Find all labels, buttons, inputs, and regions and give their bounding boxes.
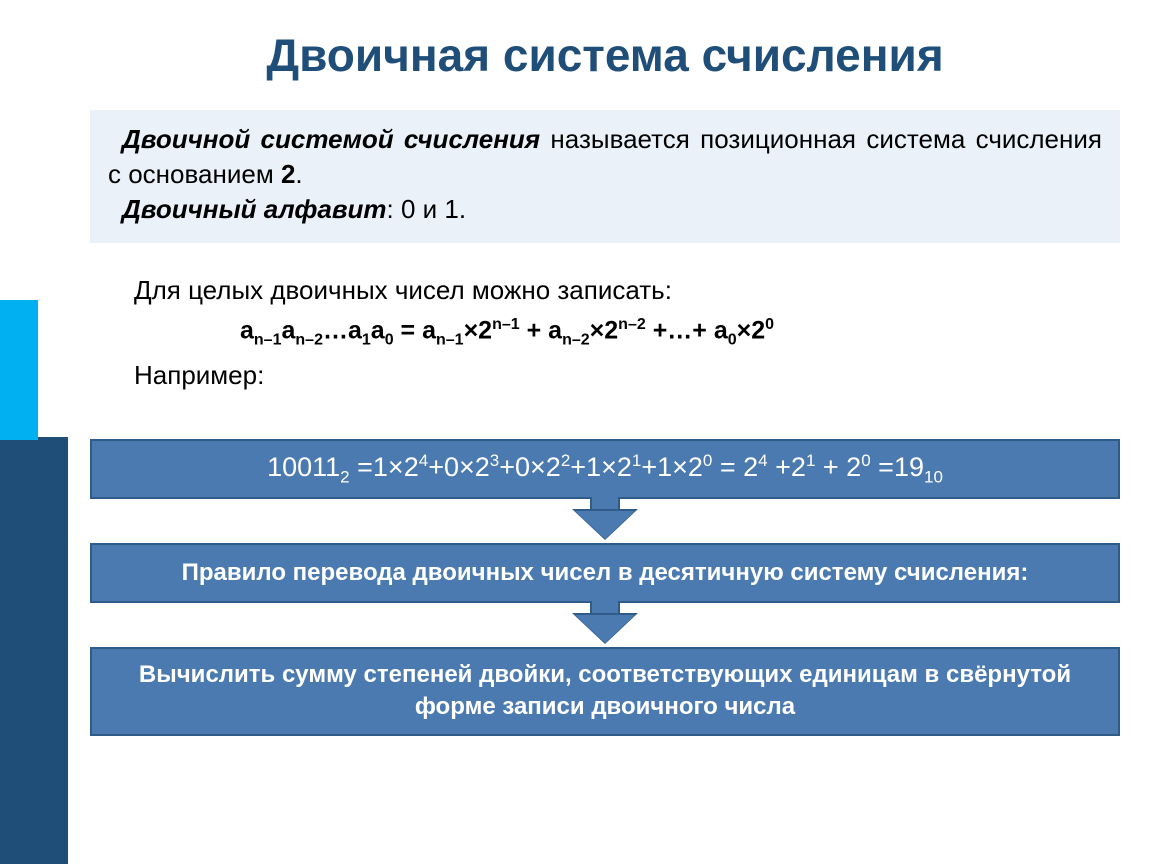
example-label: Например: <box>134 356 1120 395</box>
def-rest2: : 0 и 1. <box>387 194 467 224</box>
slide-content: Двоичная система счисления Двоичной сист… <box>90 0 1120 736</box>
def-base: 2 <box>281 159 295 189</box>
arrow-down-icon <box>90 499 1120 543</box>
left-accent-blue <box>0 437 68 864</box>
def-term2: Двоичный алфавит <box>122 194 387 224</box>
general-formula: an–1an–2…a1a0 = an–1×2n–1 + an–2×2n–2 +…… <box>240 316 1120 349</box>
example-banner: 100112 =1×24+0×23+0×22+1×21+1×20 = 24 +2… <box>90 439 1120 499</box>
mid-line1: Для целых двоичных чисел можно записать: <box>134 271 1120 310</box>
definition-box: Двоичной системой счисления называется п… <box>90 110 1120 243</box>
def-term1: Двоичной системой счисления <box>122 124 540 154</box>
slide-title: Двоичная система счисления <box>90 28 1120 82</box>
arrow-down-icon <box>90 603 1120 647</box>
instruction-banner: Вычислить сумму степеней двойки, соответ… <box>90 647 1120 736</box>
left-accent-cyan <box>0 300 38 440</box>
rule-banner: Правило перевода двоичных чисел в десяти… <box>90 543 1120 603</box>
